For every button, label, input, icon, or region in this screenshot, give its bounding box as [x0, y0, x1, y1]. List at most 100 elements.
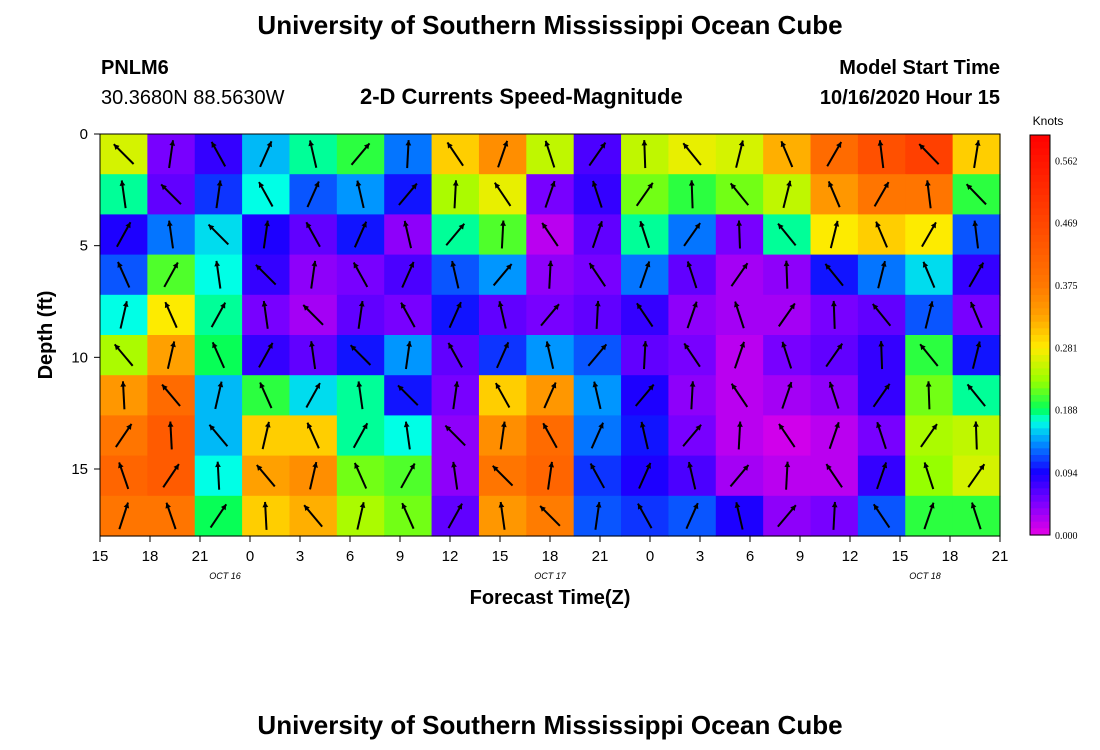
colorbar-swatch	[1030, 515, 1050, 523]
arrow-head	[308, 140, 314, 147]
arrow-head	[256, 464, 263, 471]
arrow-head	[173, 464, 179, 471]
arrow-head	[739, 341, 746, 348]
arrow-head	[306, 222, 312, 229]
arrow-head	[169, 140, 176, 146]
colorbar: Knots 0.562 0.469 0.375 0.281 0.188 0.094 0.000	[1029, 114, 1078, 542]
arrow-head	[975, 341, 982, 348]
arrow-head	[445, 425, 452, 432]
arrow-head	[970, 302, 976, 308]
arrow-head	[920, 344, 926, 351]
arrow-head	[738, 140, 745, 147]
colorbar-swatch	[1030, 228, 1050, 236]
x-tick-label: 18	[542, 548, 559, 565]
arrow-head	[209, 424, 216, 431]
speed-heatmap	[100, 134, 1001, 537]
arrow-head	[545, 341, 551, 348]
arrow-head	[215, 461, 221, 468]
arrow-head	[591, 180, 598, 187]
colorbar-swatch	[1030, 175, 1050, 183]
colorbar-swatch	[1030, 508, 1050, 516]
arrow-head	[877, 140, 884, 146]
arrow-head	[113, 144, 120, 150]
date-label: OCT 16	[209, 571, 241, 581]
x-tick-label: 21	[992, 548, 1009, 565]
date-label: OCT 18	[909, 571, 941, 581]
colorbar-swatch	[1030, 135, 1050, 143]
arrow-head	[500, 220, 506, 226]
arrow-head	[878, 341, 885, 347]
arrow-head	[688, 180, 695, 186]
arrow-head	[550, 181, 556, 187]
arrow-head	[786, 382, 793, 388]
colorbar-swatch	[1030, 248, 1050, 256]
arrow-head	[166, 220, 173, 227]
arrow-head	[734, 502, 741, 509]
x-tick-label: 21	[592, 548, 609, 565]
arrow-head	[506, 263, 512, 270]
arrow-head	[359, 502, 366, 509]
arrow-head	[684, 343, 690, 350]
colorbar-swatch	[1030, 161, 1050, 169]
arrow-head	[928, 301, 934, 308]
arrow-head	[358, 301, 365, 307]
arrow-head	[639, 221, 645, 228]
colorbar-swatch	[1030, 308, 1050, 316]
station-coords: 30.3680N 88.5630W	[101, 87, 285, 109]
arrow-head	[312, 462, 318, 468]
x-tick-label: 0	[246, 548, 254, 565]
arrow-head	[880, 261, 887, 267]
arrow-head	[456, 503, 463, 510]
arrow-head	[211, 141, 217, 148]
x-tick-label: 15	[892, 548, 909, 565]
arrow-head	[925, 381, 932, 387]
arrow-head	[637, 503, 644, 510]
arrow-head	[264, 220, 270, 227]
arrow-head	[548, 461, 555, 468]
arrow-head	[492, 465, 499, 472]
arrow-head	[790, 505, 796, 512]
arrow-head	[355, 180, 362, 187]
colorbar-swatch	[1030, 415, 1050, 423]
arrow-head	[311, 260, 318, 267]
x-tick-label: 6	[746, 548, 754, 565]
arrow-head	[498, 502, 505, 508]
arrow-head	[694, 223, 701, 229]
arrow-head	[973, 421, 979, 427]
arrow-head	[967, 384, 974, 391]
arrow-head	[786, 180, 792, 187]
arrow-head	[503, 342, 509, 349]
colorbar-swatch	[1030, 388, 1050, 396]
arrow-head	[208, 224, 215, 231]
arrow-head	[883, 182, 889, 189]
colorbar-swatch	[1030, 201, 1050, 209]
arrow-head	[405, 140, 412, 146]
arrow-head	[875, 221, 881, 228]
colorbar-swatch	[1030, 408, 1050, 416]
colorbar-swatch	[1030, 361, 1050, 369]
arrow-head	[693, 503, 699, 510]
x-tick-label: 9	[796, 548, 804, 565]
arrow-head	[164, 302, 171, 309]
colorbar-unit: Knots	[1033, 114, 1064, 128]
arrow-head	[403, 220, 409, 227]
arrow-head	[597, 221, 603, 228]
colorbar-swatch	[1030, 315, 1050, 323]
arrow-head	[683, 143, 689, 150]
arrow-head	[826, 464, 832, 471]
arrow-head	[401, 302, 407, 309]
arrow-head	[363, 143, 370, 150]
colorbar-swatch	[1030, 168, 1050, 176]
arrow-head	[456, 302, 462, 309]
arrow-head	[641, 140, 648, 146]
x-tick-label: 15	[92, 548, 109, 565]
arrow-head	[165, 502, 171, 509]
arrow-head	[881, 462, 888, 469]
arrow-head	[451, 461, 457, 468]
colorbar-swatch	[1030, 281, 1050, 289]
arrow-head	[781, 341, 787, 348]
colorbar-label: 0.375	[1055, 281, 1078, 292]
colorbar-label: 0.562	[1055, 156, 1078, 167]
colorbar-swatch	[1030, 475, 1050, 483]
